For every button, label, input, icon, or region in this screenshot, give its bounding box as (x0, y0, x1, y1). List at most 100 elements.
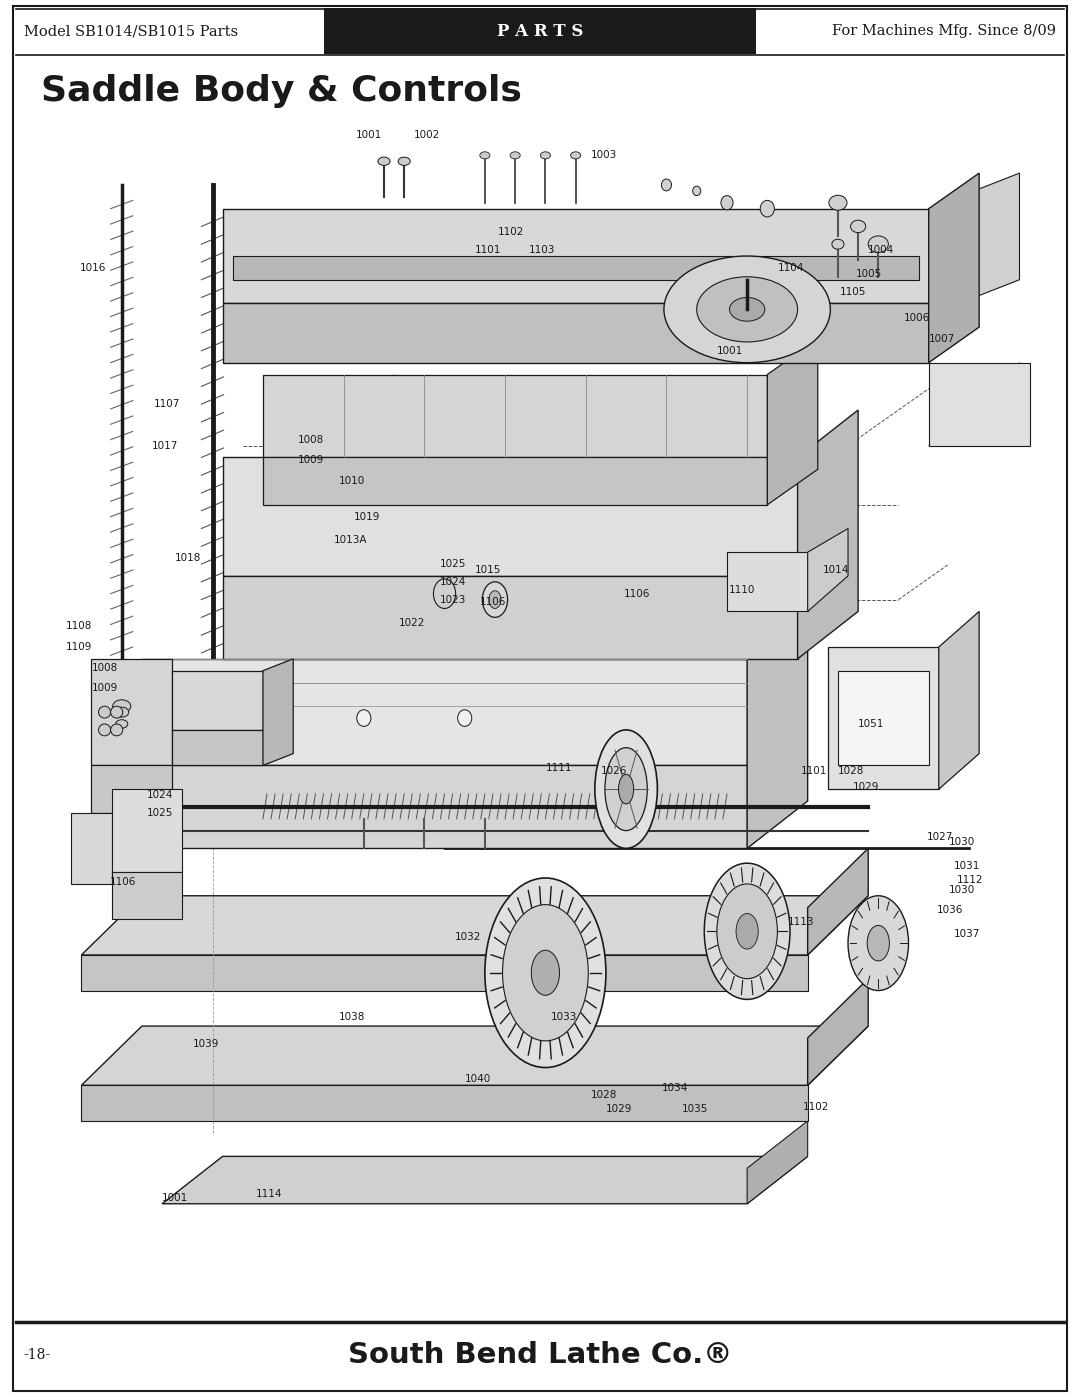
Text: 1025: 1025 (147, 807, 173, 817)
Text: 1023: 1023 (440, 595, 465, 605)
Text: 1018: 1018 (175, 553, 202, 563)
Ellipse shape (510, 152, 521, 159)
Text: 1101: 1101 (800, 767, 827, 777)
Polygon shape (232, 256, 919, 279)
Ellipse shape (110, 707, 123, 718)
Text: 1007: 1007 (929, 334, 955, 344)
Bar (324, 7, 756, 53)
Ellipse shape (540, 152, 551, 159)
Polygon shape (929, 173, 980, 363)
Polygon shape (162, 1157, 808, 1204)
Text: 1106: 1106 (110, 876, 136, 887)
Ellipse shape (489, 591, 501, 609)
Polygon shape (81, 1085, 808, 1120)
Text: 1108: 1108 (66, 620, 93, 630)
Ellipse shape (729, 298, 765, 321)
Polygon shape (767, 339, 818, 504)
Text: 1031: 1031 (954, 861, 981, 872)
Polygon shape (81, 1025, 868, 1085)
Polygon shape (222, 208, 929, 303)
Text: 1038: 1038 (339, 1011, 365, 1021)
Ellipse shape (531, 950, 559, 995)
Text: 1033: 1033 (551, 1011, 577, 1021)
Polygon shape (262, 659, 293, 766)
Text: 1022: 1022 (400, 619, 426, 629)
Text: 1009: 1009 (298, 455, 324, 465)
Ellipse shape (502, 905, 589, 1041)
Ellipse shape (697, 277, 797, 342)
Polygon shape (111, 872, 183, 919)
Polygon shape (727, 552, 808, 612)
Polygon shape (262, 374, 767, 457)
Ellipse shape (664, 256, 831, 363)
Text: 1106: 1106 (624, 588, 650, 599)
Ellipse shape (356, 710, 370, 726)
Text: P A R T S: P A R T S (497, 22, 583, 41)
Polygon shape (808, 848, 868, 956)
Ellipse shape (760, 200, 774, 217)
Polygon shape (808, 979, 868, 1085)
Text: 1001: 1001 (717, 346, 743, 356)
Polygon shape (838, 671, 929, 766)
Text: 1101: 1101 (475, 244, 501, 256)
Text: 1030: 1030 (949, 837, 975, 848)
Polygon shape (747, 1120, 808, 1204)
Text: 1017: 1017 (152, 440, 178, 451)
Text: 1114: 1114 (256, 1189, 282, 1199)
Text: 1107: 1107 (154, 400, 180, 409)
Ellipse shape (832, 239, 843, 249)
Ellipse shape (378, 156, 390, 165)
Ellipse shape (256, 710, 270, 726)
Ellipse shape (661, 179, 672, 191)
Text: 1001: 1001 (162, 1193, 188, 1203)
Ellipse shape (692, 186, 701, 196)
Polygon shape (81, 895, 868, 956)
Text: 1102: 1102 (498, 228, 525, 237)
Polygon shape (808, 528, 848, 612)
Text: For Machines Mfg. Since 8/09: For Machines Mfg. Since 8/09 (833, 24, 1056, 39)
Polygon shape (141, 766, 747, 848)
Text: 1035: 1035 (681, 1104, 708, 1113)
Text: 1005: 1005 (856, 268, 882, 279)
Text: 1040: 1040 (464, 1074, 491, 1084)
Text: 1112: 1112 (957, 876, 984, 886)
Polygon shape (929, 173, 1020, 316)
Ellipse shape (112, 700, 131, 712)
Ellipse shape (433, 578, 456, 609)
Text: 1024: 1024 (440, 577, 465, 587)
Text: 1019: 1019 (354, 511, 380, 521)
Ellipse shape (717, 884, 778, 979)
Text: 1027: 1027 (927, 831, 953, 841)
Ellipse shape (480, 152, 490, 159)
Polygon shape (222, 303, 929, 363)
Polygon shape (939, 612, 980, 789)
Ellipse shape (399, 156, 410, 165)
Ellipse shape (483, 581, 508, 617)
Text: Saddle Body & Controls: Saddle Body & Controls (41, 74, 522, 108)
Text: 1010: 1010 (339, 476, 365, 486)
Polygon shape (92, 766, 172, 813)
Polygon shape (141, 659, 747, 766)
Polygon shape (828, 647, 939, 789)
Polygon shape (172, 671, 262, 729)
Polygon shape (81, 956, 808, 990)
Text: 1014: 1014 (823, 564, 849, 576)
Text: South Bend Lathe Co.®: South Bend Lathe Co.® (348, 1341, 732, 1369)
Text: Model SB1014/SB1015 Parts: Model SB1014/SB1015 Parts (24, 24, 238, 39)
Ellipse shape (458, 710, 472, 726)
Text: 1015: 1015 (475, 564, 501, 576)
Text: 1008: 1008 (298, 434, 324, 444)
Ellipse shape (485, 877, 606, 1067)
Text: 1104: 1104 (778, 263, 804, 272)
Text: 1001: 1001 (355, 130, 382, 140)
Ellipse shape (867, 925, 889, 961)
Text: 1109: 1109 (66, 643, 93, 652)
Polygon shape (929, 363, 1029, 446)
Ellipse shape (704, 863, 789, 999)
Text: 1103: 1103 (529, 244, 555, 256)
Polygon shape (797, 411, 859, 659)
Text: -18-: -18- (24, 1348, 51, 1362)
Text: 1024: 1024 (147, 791, 173, 800)
Text: 1006: 1006 (904, 313, 930, 323)
Polygon shape (71, 813, 111, 884)
